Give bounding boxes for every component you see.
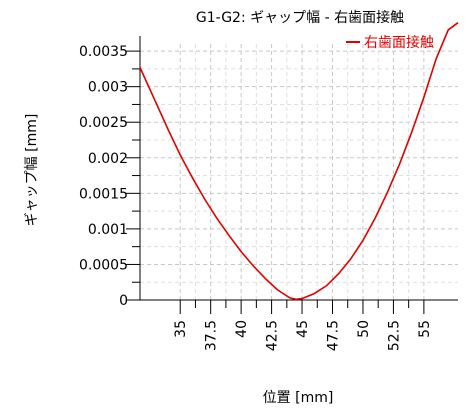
x-tick-label: 37.5 [204, 320, 220, 351]
x-tick-label: 40 [234, 320, 250, 338]
grid-lines [140, 44, 458, 300]
y-tick-label: 0.003 [88, 80, 128, 96]
legend-label-right-flank: 右歯面接触 [364, 34, 434, 51]
x-ticks: 35 37.5 40 42.5 45 47.5 50 52.5 55 [173, 300, 433, 351]
y-ticks: 0 0.0005 0.001 0.0015 0.002 0.0025 0.003 0.0035 [79, 44, 140, 309]
x-tick-label: 45 [295, 320, 311, 338]
y-tick-label: 0.0005 [79, 257, 128, 273]
y-tick-label: 0.0015 [79, 186, 128, 202]
x-tick-label: 50 [356, 320, 372, 338]
chart-title: G1-G2: ギャップ幅 - 右歯面接触 [196, 9, 404, 26]
series-layer [139, 22, 459, 301]
axes [139, 36, 458, 301]
y-tick-label: 0.001 [88, 222, 128, 238]
legend: 右歯面接触 [346, 34, 434, 51]
x-tick-label: 47.5 [326, 320, 342, 351]
y-tick-label: 0.002 [88, 151, 128, 167]
series-line-right-flank [139, 22, 459, 301]
y-tick-label: 0 [119, 293, 128, 309]
x-axis-label: 位置 [mm] [263, 390, 334, 406]
y-axis-label: ギャップ幅 [mm] [24, 114, 40, 227]
x-tick-label: 55 [417, 320, 433, 338]
y-tick-label: 0.0035 [79, 44, 128, 60]
x-tick-label: 42.5 [265, 320, 281, 351]
x-tick-label: 52.5 [386, 320, 402, 351]
y-tick-label: 0.0025 [79, 115, 128, 131]
x-tick-label: 35 [173, 320, 189, 338]
